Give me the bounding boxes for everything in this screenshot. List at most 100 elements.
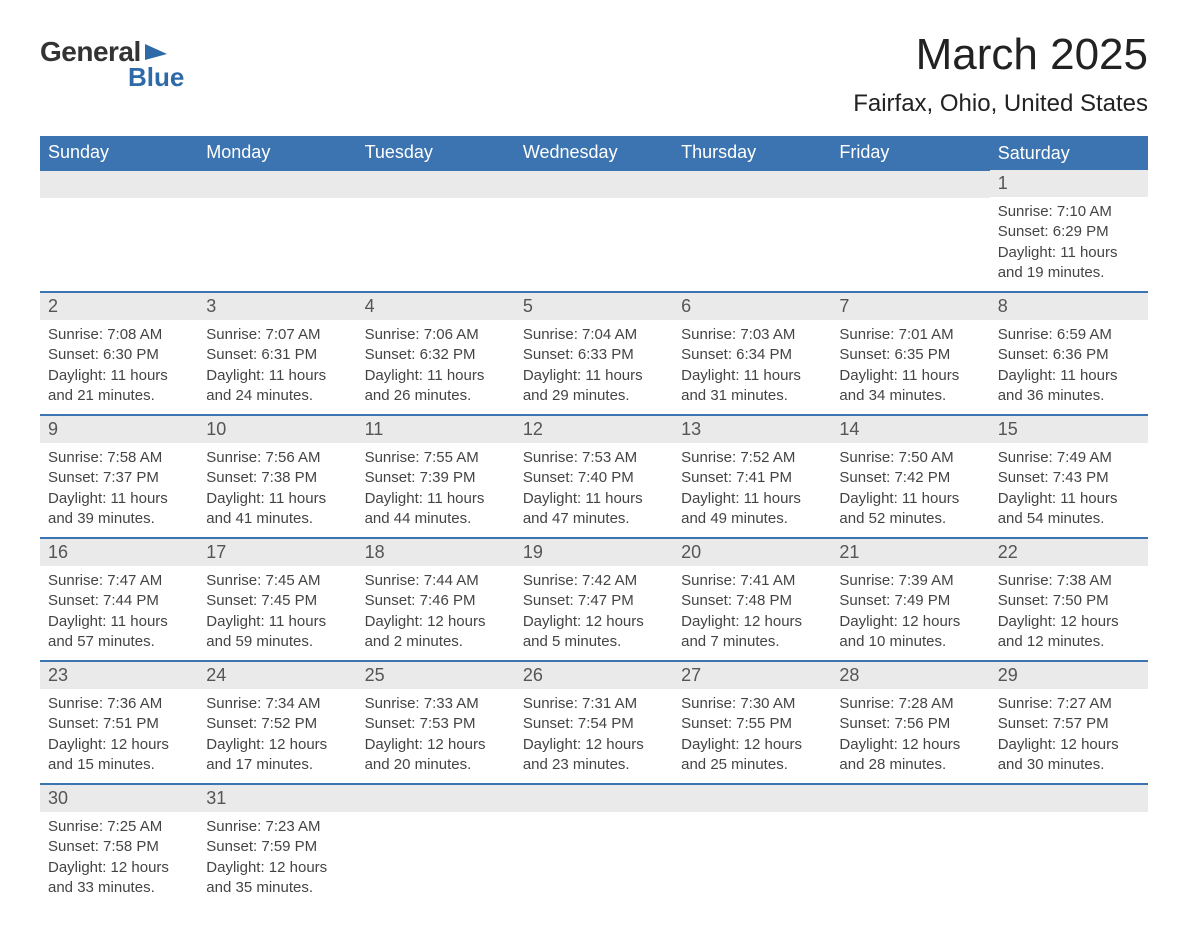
day-number: 28 — [831, 662, 989, 689]
calendar-day: 22Sunrise: 7:38 AMSunset: 7:50 PMDayligh… — [990, 538, 1148, 661]
sunrise-line: Sunrise: 7:38 AM — [998, 571, 1140, 591]
daylight-line: Daylight: 11 hours and 44 minutes. — [365, 489, 507, 530]
daylight-line: Daylight: 12 hours and 17 minutes. — [206, 735, 348, 776]
daylight-line: Daylight: 11 hours and 34 minutes. — [839, 366, 981, 407]
sunrise-line: Sunrise: 7:06 AM — [365, 325, 507, 345]
day-content: Sunrise: 6:59 AMSunset: 6:36 PMDaylight:… — [990, 320, 1148, 414]
calendar-empty — [673, 784, 831, 906]
day-number: 13 — [673, 416, 831, 443]
sunset-line: Sunset: 7:51 PM — [48, 714, 190, 734]
calendar-day: 26Sunrise: 7:31 AMSunset: 7:54 PMDayligh… — [515, 661, 673, 784]
day-content: Sunrise: 7:04 AMSunset: 6:33 PMDaylight:… — [515, 320, 673, 414]
day-content: Sunrise: 7:27 AMSunset: 7:57 PMDaylight:… — [990, 689, 1148, 783]
day-content: Sunrise: 7:38 AMSunset: 7:50 PMDaylight:… — [990, 566, 1148, 660]
day-number: 19 — [515, 539, 673, 566]
sunset-line: Sunset: 6:33 PM — [523, 345, 665, 365]
calendar-day: 29Sunrise: 7:27 AMSunset: 7:57 PMDayligh… — [990, 661, 1148, 784]
calendar-week: 23Sunrise: 7:36 AMSunset: 7:51 PMDayligh… — [40, 661, 1148, 784]
daylight-line: Daylight: 12 hours and 15 minutes. — [48, 735, 190, 776]
day-content: Sunrise: 7:34 AMSunset: 7:52 PMDaylight:… — [198, 689, 356, 783]
calendar-week: 1Sunrise: 7:10 AMSunset: 6:29 PMDaylight… — [40, 170, 1148, 292]
day-content: Sunrise: 7:44 AMSunset: 7:46 PMDaylight:… — [357, 566, 515, 660]
sunrise-line: Sunrise: 7:07 AM — [206, 325, 348, 345]
calendar-day: 11Sunrise: 7:55 AMSunset: 7:39 PMDayligh… — [357, 415, 515, 538]
day-content: Sunrise: 7:42 AMSunset: 7:47 PMDaylight:… — [515, 566, 673, 660]
daylight-line: Daylight: 12 hours and 10 minutes. — [839, 612, 981, 653]
calendar-day: 21Sunrise: 7:39 AMSunset: 7:49 PMDayligh… — [831, 538, 989, 661]
day-content: Sunrise: 7:47 AMSunset: 7:44 PMDaylight:… — [40, 566, 198, 660]
empty-day-num — [40, 171, 198, 198]
day-header-friday: Friday — [831, 136, 989, 170]
calendar-empty — [831, 784, 989, 906]
calendar-week: 30Sunrise: 7:25 AMSunset: 7:58 PMDayligh… — [40, 784, 1148, 906]
empty-day-num — [357, 171, 515, 198]
day-number: 16 — [40, 539, 198, 566]
sunrise-line: Sunrise: 7:31 AM — [523, 694, 665, 714]
sunset-line: Sunset: 7:48 PM — [681, 591, 823, 611]
calendar-body: 1Sunrise: 7:10 AMSunset: 6:29 PMDaylight… — [40, 170, 1148, 906]
day-content: Sunrise: 7:06 AMSunset: 6:32 PMDaylight:… — [357, 320, 515, 414]
sunset-line: Sunset: 7:39 PM — [365, 468, 507, 488]
calendar-empty — [40, 170, 198, 292]
sunrise-line: Sunrise: 7:08 AM — [48, 325, 190, 345]
daylight-line: Daylight: 11 hours and 49 minutes. — [681, 489, 823, 530]
day-number: 29 — [990, 662, 1148, 689]
sunset-line: Sunset: 7:41 PM — [681, 468, 823, 488]
day-number: 22 — [990, 539, 1148, 566]
daylight-line: Daylight: 11 hours and 21 minutes. — [48, 366, 190, 407]
calendar-day: 3Sunrise: 7:07 AMSunset: 6:31 PMDaylight… — [198, 292, 356, 415]
calendar-day: 23Sunrise: 7:36 AMSunset: 7:51 PMDayligh… — [40, 661, 198, 784]
day-content: Sunrise: 7:58 AMSunset: 7:37 PMDaylight:… — [40, 443, 198, 537]
daylight-line: Daylight: 11 hours and 47 minutes. — [523, 489, 665, 530]
day-number: 20 — [673, 539, 831, 566]
day-number: 10 — [198, 416, 356, 443]
calendar-day: 1Sunrise: 7:10 AMSunset: 6:29 PMDaylight… — [990, 170, 1148, 292]
calendar-day: 28Sunrise: 7:28 AMSunset: 7:56 PMDayligh… — [831, 661, 989, 784]
day-number: 30 — [40, 785, 198, 812]
day-number: 4 — [357, 293, 515, 320]
day-content: Sunrise: 7:31 AMSunset: 7:54 PMDaylight:… — [515, 689, 673, 783]
sunrise-line: Sunrise: 7:42 AM — [523, 571, 665, 591]
header: General Blue March 2025 Fairfax, Ohio, U… — [40, 30, 1148, 118]
day-number: 14 — [831, 416, 989, 443]
daylight-line: Daylight: 11 hours and 36 minutes. — [998, 366, 1140, 407]
sunset-line: Sunset: 7:46 PM — [365, 591, 507, 611]
sunset-line: Sunset: 6:36 PM — [998, 345, 1140, 365]
sunset-line: Sunset: 7:56 PM — [839, 714, 981, 734]
sunrise-line: Sunrise: 7:47 AM — [48, 571, 190, 591]
sunset-line: Sunset: 7:59 PM — [206, 837, 348, 857]
calendar-empty — [673, 170, 831, 292]
sunrise-line: Sunrise: 7:36 AM — [48, 694, 190, 714]
empty-day-num — [831, 785, 989, 812]
calendar-day: 24Sunrise: 7:34 AMSunset: 7:52 PMDayligh… — [198, 661, 356, 784]
daylight-line: Daylight: 12 hours and 23 minutes. — [523, 735, 665, 776]
day-number: 12 — [515, 416, 673, 443]
sunrise-line: Sunrise: 7:10 AM — [998, 202, 1140, 222]
sunrise-line: Sunrise: 7:56 AM — [206, 448, 348, 468]
sunset-line: Sunset: 7:54 PM — [523, 714, 665, 734]
sunset-line: Sunset: 7:37 PM — [48, 468, 190, 488]
daylight-line: Daylight: 12 hours and 2 minutes. — [365, 612, 507, 653]
empty-day-num — [673, 785, 831, 812]
sunrise-line: Sunrise: 7:55 AM — [365, 448, 507, 468]
day-number: 9 — [40, 416, 198, 443]
daylight-line: Daylight: 11 hours and 52 minutes. — [839, 489, 981, 530]
day-number: 26 — [515, 662, 673, 689]
day-content: Sunrise: 7:49 AMSunset: 7:43 PMDaylight:… — [990, 443, 1148, 537]
daylight-line: Daylight: 11 hours and 29 minutes. — [523, 366, 665, 407]
sunset-line: Sunset: 7:52 PM — [206, 714, 348, 734]
daylight-line: Daylight: 11 hours and 57 minutes. — [48, 612, 190, 653]
daylight-line: Daylight: 11 hours and 31 minutes. — [681, 366, 823, 407]
day-content: Sunrise: 7:41 AMSunset: 7:48 PMDaylight:… — [673, 566, 831, 660]
calendar-week: 2Sunrise: 7:08 AMSunset: 6:30 PMDaylight… — [40, 292, 1148, 415]
calendar-day: 7Sunrise: 7:01 AMSunset: 6:35 PMDaylight… — [831, 292, 989, 415]
calendar-empty — [515, 170, 673, 292]
calendar-day: 13Sunrise: 7:52 AMSunset: 7:41 PMDayligh… — [673, 415, 831, 538]
calendar-day: 20Sunrise: 7:41 AMSunset: 7:48 PMDayligh… — [673, 538, 831, 661]
sunrise-line: Sunrise: 7:01 AM — [839, 325, 981, 345]
day-content: Sunrise: 7:45 AMSunset: 7:45 PMDaylight:… — [198, 566, 356, 660]
day-content: Sunrise: 7:36 AMSunset: 7:51 PMDaylight:… — [40, 689, 198, 783]
sunset-line: Sunset: 7:50 PM — [998, 591, 1140, 611]
day-content: Sunrise: 7:53 AMSunset: 7:40 PMDaylight:… — [515, 443, 673, 537]
title-block: March 2025 Fairfax, Ohio, United States — [853, 30, 1148, 118]
